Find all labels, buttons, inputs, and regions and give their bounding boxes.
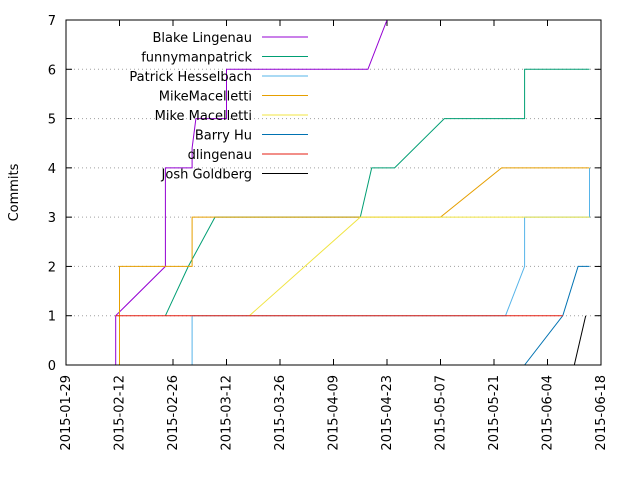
legend-label: Josh Goldberg — [161, 168, 252, 183]
legend-label: MikeMacelletti — [159, 90, 252, 105]
series-line-5 — [249, 216, 590, 317]
legend-label: Mike Macelletti — [155, 109, 252, 124]
series-line-2 — [164, 68, 590, 316]
x-tick-label: 2015-06-04 — [541, 375, 556, 451]
x-tick-label: 2015-05-07 — [434, 375, 449, 451]
x-tick-label: 2015-06-18 — [594, 375, 609, 451]
y-tick-label: 5 — [48, 113, 56, 128]
x-tick-label: 2015-02-12 — [113, 375, 128, 451]
y-tick-label: 0 — [48, 359, 56, 374]
x-tick-label: 2015-03-26 — [273, 375, 288, 451]
plot-border — [65, 19, 602, 366]
y-tick-label: 7 — [48, 14, 56, 29]
x-tick-label: 2015-02-26 — [166, 375, 181, 451]
legend-label: Blake Lingenau — [153, 31, 252, 46]
x-tick-label: 2015-05-21 — [487, 375, 502, 451]
legend-label: dlingenau — [188, 148, 252, 163]
x-tick-label: 2015-03-12 — [220, 375, 235, 451]
gridlines — [66, 68, 601, 317]
y-tick-label: 6 — [48, 63, 56, 78]
x-tick-label: 2015-04-09 — [327, 375, 342, 451]
y-axis-label: Commits — [7, 163, 22, 221]
series-line-8 — [573, 315, 587, 366]
series-line-6 — [524, 265, 590, 366]
x-tick-label: 2015-04-23 — [380, 375, 395, 451]
legend: Blake Lingenau funnymanpatrick Patrick Hes… — [129, 31, 308, 183]
series-line-4 — [119, 167, 590, 365]
legend-label: Patrick Hesselbach — [129, 70, 252, 85]
legend-label: Barry Hu — [195, 129, 252, 144]
y-tick-label: 3 — [48, 211, 56, 226]
y-tick-label: 1 — [48, 310, 56, 325]
y-tick-label: 4 — [48, 162, 56, 177]
legend-label: funnymanpatrick — [141, 51, 252, 66]
x-tick-label: 2015-01-29 — [59, 375, 74, 451]
series-layer — [115, 19, 590, 366]
y-tick-label: 2 — [48, 260, 56, 275]
series-line-1 — [115, 19, 388, 365]
